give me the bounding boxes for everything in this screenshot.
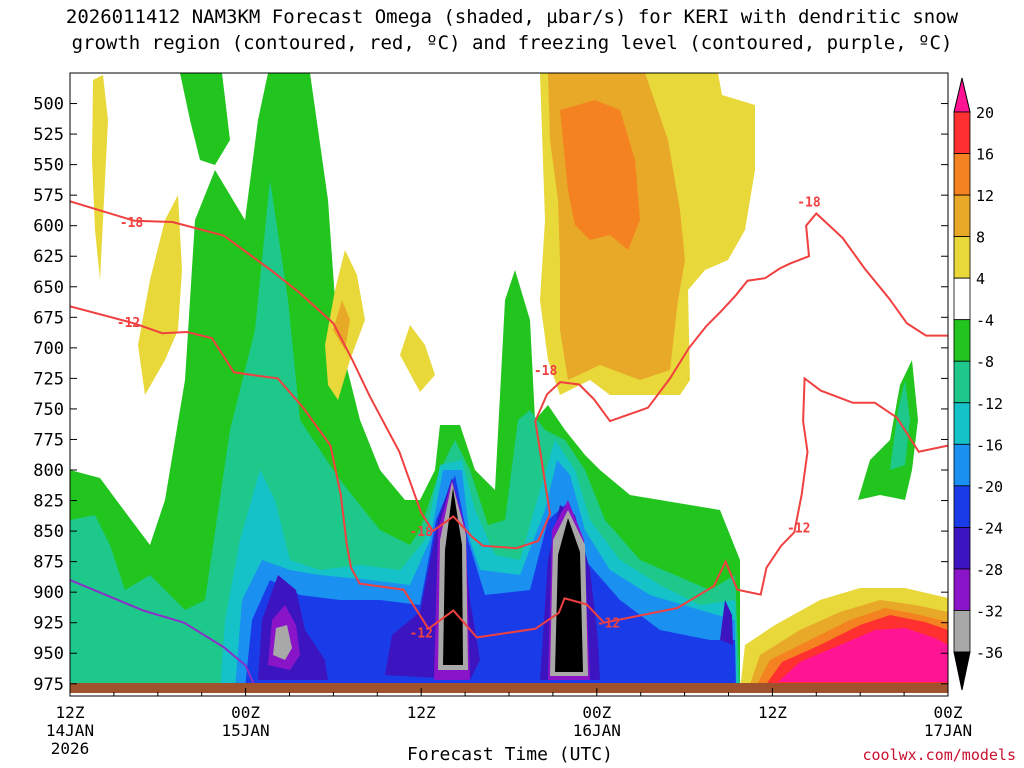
ytick-label: 825 <box>33 492 64 512</box>
contour-labels: -18 -12 -18 -18 -12 -12 -18 -12 <box>117 195 821 641</box>
ytick-label: 675 <box>33 308 64 328</box>
omega-region-yellow-b <box>138 195 182 395</box>
xtick-date-label: 15JAN <box>222 721 270 740</box>
colorbar-label: -4 <box>976 312 994 330</box>
ytick-label: 800 <box>33 461 64 481</box>
colorbar-segment <box>953 360 971 404</box>
title-line-1: 2026011412 NAM3KM Forecast Omega (shaded… <box>65 6 959 28</box>
ytick-label: 775 <box>33 430 64 450</box>
ground-strip <box>70 683 948 693</box>
xtick-time-label: 00Z <box>231 703 260 722</box>
colorbar-segment <box>953 277 971 321</box>
ytick-label: 725 <box>33 369 64 389</box>
xtick-time-label: 00Z <box>934 703 963 722</box>
omega-region-gray-left <box>273 625 292 660</box>
xtick-time-label: 00Z <box>582 703 611 722</box>
ytick-label: 925 <box>33 614 64 634</box>
contour-label: -18 <box>409 525 433 540</box>
omega-region-black-core2 <box>555 518 583 672</box>
ytick-label: 525 <box>33 125 64 145</box>
ytick-label: 700 <box>33 339 64 359</box>
colorbar-segment <box>953 526 971 570</box>
colorbar-segment <box>953 402 971 445</box>
colorbar-top-triangle <box>953 77 971 113</box>
colorbar-label: -16 <box>976 436 1003 454</box>
ytick-label: 650 <box>33 278 64 298</box>
dgz-minus18-contour <box>70 200 948 550</box>
ytick-label: 750 <box>33 400 64 420</box>
colorbar-label: 4 <box>976 270 985 288</box>
colorbar-segment <box>953 568 971 611</box>
x-axis-title: Forecast Time (UTC) <box>407 744 613 765</box>
ytick-label: 500 <box>33 95 64 115</box>
xtick-date-label: 14JAN <box>46 721 94 740</box>
colorbar-label: 8 <box>976 229 985 247</box>
ytick-label: 575 <box>33 186 64 206</box>
contour-label: -12 <box>597 617 620 632</box>
omega-region-orange-d <box>333 300 350 350</box>
dgz-minus12-contour <box>70 305 948 639</box>
ytick-label: 950 <box>33 644 64 664</box>
omega-region-magenta-right <box>778 628 948 682</box>
colorbar-label: 20 <box>976 104 994 122</box>
ytick-label: 875 <box>33 553 64 573</box>
contour-label: -12 <box>787 521 810 536</box>
xtick-year-label: 2026 <box>51 739 90 758</box>
contour-lines: -18 -12 -18 -18 -12 -12 -18 -12 <box>70 195 948 693</box>
colorbar-bottom-triangle <box>953 651 971 691</box>
colorbar-label: -32 <box>976 602 1003 620</box>
ytick-label: 850 <box>33 522 64 542</box>
colorbar-label: -8 <box>976 353 994 371</box>
xtick-date-label: 16JAN <box>573 721 621 740</box>
colorbar-label: -28 <box>976 561 1003 579</box>
xtick-time-label: 12Z <box>407 703 436 722</box>
colorbar-label: 16 <box>976 146 994 164</box>
omega-region-royalblue <box>245 475 736 688</box>
omega-region-yellow-d <box>400 325 435 392</box>
xtick-date-label: 17JAN <box>924 721 972 740</box>
omega-region-yellow-a <box>92 75 108 280</box>
colorbar: 20 16 12 8 4 -4 -8 -12 -16 -20 -24 -28 -32 -36 <box>953 77 1003 691</box>
contour-label: -18 <box>534 364 558 379</box>
colorbar-label: -20 <box>976 478 1003 496</box>
colorbar-label: -36 <box>976 644 1003 662</box>
xtick-time-label: 12Z <box>56 703 85 722</box>
colorbar-label: -24 <box>976 519 1003 537</box>
title-line-2: growth region (contoured, red, ºC) and f… <box>71 32 953 54</box>
colorbar-segment <box>953 485 971 528</box>
omega-region-orange-upper <box>560 100 640 250</box>
contour-label: -12 <box>409 626 432 641</box>
chart-title: 2026011412 NAM3KM Forecast Omega (shaded… <box>0 4 1024 56</box>
contour-label: -18 <box>797 195 821 210</box>
colorbar-segment <box>953 236 971 279</box>
colorbar-segment <box>953 194 971 238</box>
colorbar-segment <box>953 610 971 653</box>
colorbar-label: -12 <box>976 395 1003 413</box>
colorbar-segment <box>953 443 971 487</box>
ytick-label: 625 <box>33 247 64 267</box>
colorbar-segment <box>953 319 971 362</box>
contour-label: -18 <box>120 216 144 231</box>
credit-text: coolwx.com/models <box>862 746 1016 764</box>
colorbar-segment <box>953 111 971 154</box>
omega-region-purple-edge <box>720 600 733 645</box>
omega-region-teal-right <box>890 380 910 470</box>
pressure-axis: 500 525 550 575 600 625 650 675 700 725 750 775 800 8… <box>33 95 948 695</box>
ytick-label: 900 <box>33 583 64 603</box>
colorbar-label: 12 <box>976 187 994 205</box>
ytick-label: 600 <box>33 217 64 237</box>
xtick-time-label: 12Z <box>758 703 787 722</box>
omega-shading <box>70 73 948 690</box>
ytick-label: 550 <box>33 156 64 176</box>
omega-region-black-core1 <box>443 488 463 665</box>
freezing-level-contour <box>70 579 259 693</box>
colorbar-segment <box>953 153 971 196</box>
contour-label: -12 <box>117 316 140 331</box>
ytick-label: 975 <box>33 675 64 695</box>
omega-region-green-tower <box>180 73 230 165</box>
